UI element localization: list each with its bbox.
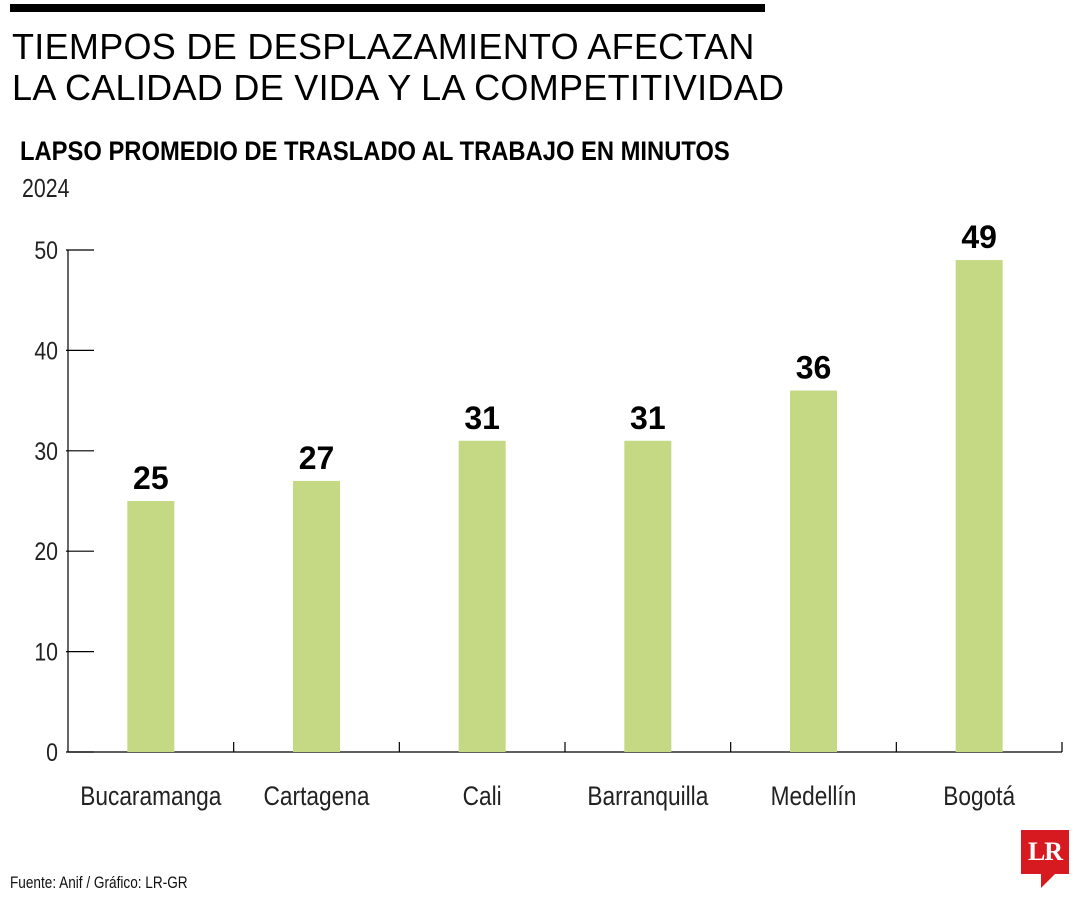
y-tick-label: 10 — [34, 638, 58, 666]
bar-value-label: 31 — [464, 400, 500, 436]
y-tick-label: 0 — [46, 738, 58, 766]
category-label: Cali — [463, 781, 502, 811]
bar-value-label: 49 — [961, 219, 997, 255]
source-note: Fuente: Anif / Gráfico: LR-GR — [10, 873, 188, 892]
category-label: Barranquilla — [587, 781, 708, 811]
y-tick-label: 40 — [34, 337, 58, 365]
bar-5 — [955, 260, 1003, 752]
bar-1 — [293, 480, 340, 752]
headline-line-1: TIEMPOS DE DESPLAZAMIENTO AFECTAN — [12, 26, 755, 67]
bar-value-label: 31 — [630, 400, 666, 436]
category-label: Medellín — [771, 781, 857, 811]
y-tick-label: 50 — [34, 236, 58, 264]
bar-4 — [790, 390, 837, 752]
category-label: Cartagena — [264, 781, 370, 811]
bar-3 — [624, 440, 672, 752]
y-tick-label: 30 — [34, 437, 58, 465]
bar-value-label: 25 — [133, 460, 169, 496]
bar-value-label: 36 — [796, 350, 832, 386]
chart-subtitle: LAPSO PROMEDIO DE TRASLADO AL TRABAJO EN… — [20, 136, 730, 166]
bar-0 — [127, 501, 175, 752]
y-tick-label: 20 — [34, 538, 58, 566]
lr-logo: LR — [1021, 830, 1069, 888]
headline: TIEMPOS DE DESPLAZAMIENTO AFECTAN LA CAL… — [12, 26, 1012, 108]
category-label: Bogotá — [943, 781, 1015, 811]
lr-logo-text: LR — [1027, 837, 1063, 866]
chart-year: 2024 — [22, 173, 70, 203]
bar-value-label: 27 — [299, 440, 335, 476]
bar-2 — [458, 440, 506, 752]
category-label: Bucaramanga — [80, 781, 221, 811]
top-rule — [10, 4, 765, 12]
headline-line-2: LA CALIDAD DE VIDA Y LA COMPETITIVIDAD — [12, 67, 785, 108]
